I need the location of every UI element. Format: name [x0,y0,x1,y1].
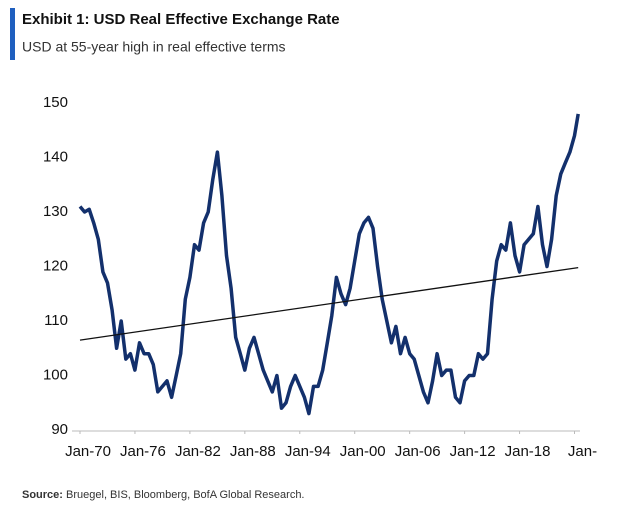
x-tick-label: Jan- [568,443,597,460]
data-line [78,113,580,416]
x-tick-label: Jan-82 [175,443,221,460]
x-tick-label: Jan-18 [505,443,551,460]
y-tick-label: 120 [43,257,68,274]
x-tick-label: Jan-76 [120,443,166,460]
trend-line [79,266,579,341]
y-tick-label: 100 [43,366,68,383]
source: Source: Bruegel, BIS, Bloomberg, BofA Gl… [22,489,305,501]
source-text: Bruegel, BIS, Bloomberg, BofA Global Res… [66,489,304,501]
accent-bar [10,8,15,60]
source-label: Source: [22,489,63,501]
x-tick-label: Jan-06 [395,443,441,460]
x-tick-label: Jan-70 [65,443,111,460]
y-tick-label: 150 [43,94,68,111]
y-tick-label: 90 [51,421,68,438]
x-tick-label: Jan-00 [340,443,386,460]
x-tick-label: Jan-12 [450,443,496,460]
y-tick-label: 140 [43,148,68,165]
y-tick-label: 130 [43,203,68,220]
x-tick-label: Jan-88 [230,443,276,460]
y-tick-label: 110 [44,312,68,329]
chart-title: Exhibit 1: USD Real Effective Exchange R… [22,11,340,28]
chart-subtitle: USD at 55-year high in real effective te… [22,39,286,55]
x-tick-label: Jan-94 [285,443,331,460]
